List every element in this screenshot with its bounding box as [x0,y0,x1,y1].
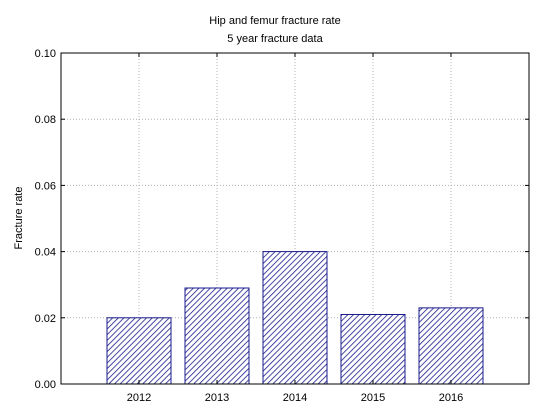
x-tick-label: 2014 [283,392,307,404]
x-tick-label: 2016 [439,392,463,404]
chart-subtitle: 5 year fracture data [227,33,323,45]
x-axis-ticks: 2012 2013 2014 2015 2016 [127,53,463,404]
bar-2014 [262,251,328,385]
y-axis-label: Fracture rate [13,187,25,250]
y-tick-label: 0.02 [35,313,56,325]
chart-title: Hip and femur fracture rate [209,15,340,27]
grid-lines [61,53,529,384]
y-tick-label: 0.00 [35,379,56,391]
bar-2016 [418,307,484,385]
bar-2013 [184,287,250,385]
bar-2012 [106,317,172,385]
y-tick-label: 0.04 [35,247,56,259]
y-tick-label: 0.08 [35,114,56,126]
bars [106,251,484,385]
x-tick-label: 2015 [361,392,385,404]
y-axis-ticks: 0.00 0.02 0.04 0.06 0.08 0.10 [35,48,529,391]
x-tick-label: 2012 [127,392,151,404]
x-tick-label: 2013 [205,392,229,404]
y-tick-label: 0.10 [35,48,56,60]
bar-2015 [340,313,406,385]
y-tick-label: 0.06 [35,180,56,192]
